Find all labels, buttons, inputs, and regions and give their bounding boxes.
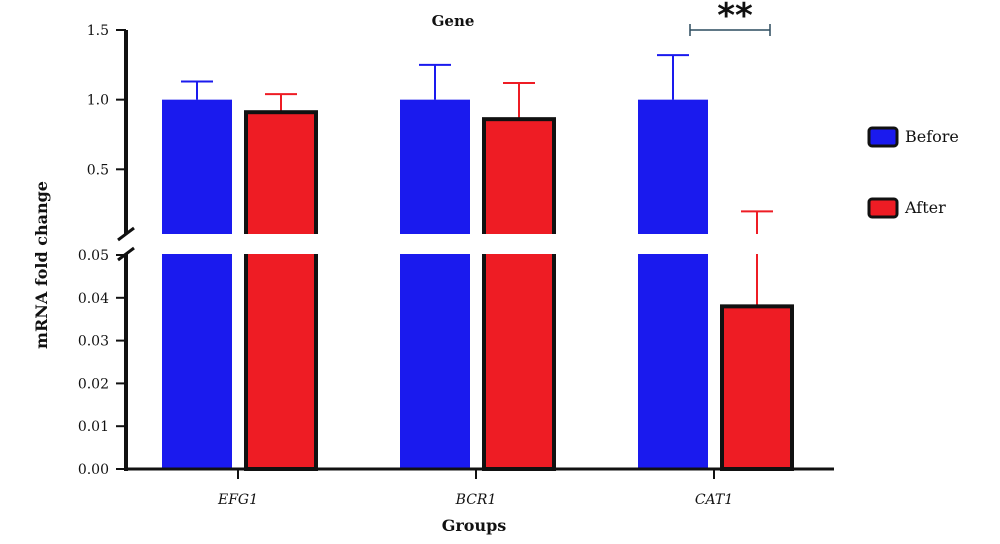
bars-layer	[120, 54, 840, 471]
y-tick-label-1-0: 1.0	[87, 93, 109, 109]
bar-after-bcr1	[482, 117, 556, 471]
y-axis-break-mark-upper	[117, 226, 135, 242]
legend-label-after: After	[904, 198, 946, 217]
y-tick-label-0-01: 0.01	[78, 419, 109, 435]
chart-title: Gene	[432, 12, 475, 30]
x-tick-label-cat1: CAT1	[695, 492, 733, 508]
legend-item-before: Before	[867, 126, 959, 148]
bar-before-efg1	[162, 99, 232, 469]
legend-swatch-before	[867, 126, 899, 148]
significance-marker: **	[689, 0, 771, 36]
legend: Before After	[867, 126, 959, 219]
bar-before-bcr1	[400, 99, 470, 469]
y-tick-label-0-03: 0.03	[78, 334, 109, 350]
y-tick-label-0-5: 0.5	[87, 162, 109, 178]
y-tick-label-0-00: 0.00	[78, 462, 109, 478]
axis-layer: EFG1 BCR1 CAT1 0.00 0.01 0.02 0.03 0.04 0.05 0.5 1…	[78, 23, 834, 508]
y-tick-label-0-05: 0.05	[78, 248, 109, 264]
bar-before-cat1	[638, 99, 708, 469]
legend-item-after: After	[867, 197, 946, 219]
legend-label-before: Before	[905, 127, 959, 146]
bar-after-efg1	[244, 110, 318, 471]
x-tick-label-efg1: EFG1	[217, 492, 258, 508]
y-tick-label-1-5: 1.5	[87, 23, 109, 39]
x-tick-label-bcr1: BCR1	[455, 492, 497, 508]
y-tick-label-0-04: 0.04	[78, 291, 109, 307]
y-tick-label-0-02: 0.02	[78, 376, 109, 392]
significance-label: **	[717, 0, 753, 36]
y-axis-title: mRNA fold change	[32, 181, 51, 349]
legend-swatch-after	[867, 197, 899, 219]
bar-after-cat1	[720, 304, 794, 471]
x-axis-title: Groups	[442, 516, 507, 535]
axis-break-band	[120, 234, 840, 254]
